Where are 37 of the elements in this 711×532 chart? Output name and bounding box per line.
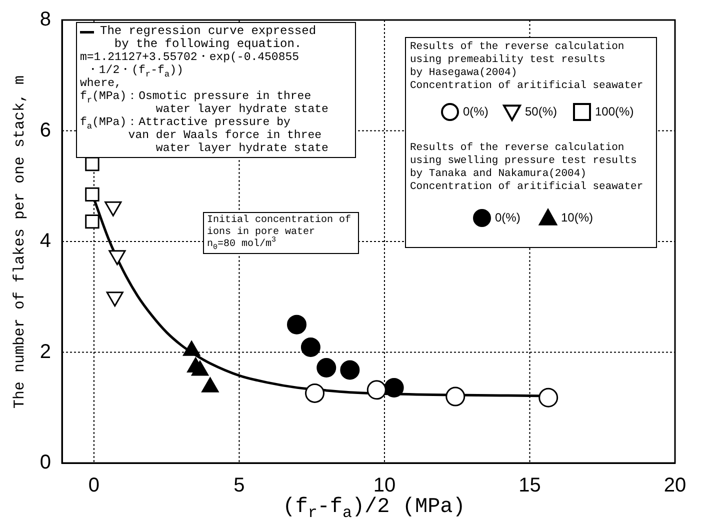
point bbox=[85, 214, 100, 229]
x-tick-label: 0 bbox=[88, 474, 100, 497]
legend-label: 0(%) bbox=[463, 104, 488, 118]
legend-label: 0(%) bbox=[495, 210, 520, 224]
y-tick-label: 4 bbox=[40, 230, 51, 252]
point bbox=[300, 338, 320, 358]
legend-label: 100(%) bbox=[595, 104, 634, 118]
x-tick-label: 5 bbox=[234, 474, 245, 497]
point bbox=[340, 360, 360, 380]
y-tick-label: 0 bbox=[40, 452, 51, 474]
annotation: Initial concentration of ions in pore water n$_{0}$=80 mol/m$^{3}$ bbox=[207, 215, 352, 252]
legend-label: 10(%) bbox=[561, 210, 594, 224]
point bbox=[305, 383, 325, 403]
legend-label: The regression curve expressed by the following equation. bbox=[100, 24, 316, 51]
x-tick-label: 15 bbox=[518, 474, 541, 497]
point bbox=[366, 380, 386, 400]
y-axis-title: The number of flakes per one stack, m bbox=[12, 74, 28, 408]
x-tick-label: 10 bbox=[373, 474, 396, 497]
note-box: Initial concentration of ions in pore water n$_{0}$=80 mol/m$^{3}$ bbox=[203, 212, 359, 254]
annotation: f$_{a}$(MPa)：Attractive pressure by van der Waals force in three water layer hydrate state bbox=[80, 116, 330, 155]
point bbox=[85, 187, 100, 202]
annotation: Results of the reverse calculation using premeability test results by Hasegawa(2004) Concentration of aritificial seawater bbox=[410, 41, 644, 93]
y-tick-label: 8 bbox=[40, 8, 51, 31]
legend-label: 50(%) bbox=[525, 104, 558, 118]
annotation: m=1.21127+3.55702・exp(-0.450855 ・1/2・(f$_{r}$-f$_{a}$)) bbox=[80, 51, 300, 80]
y-tick-label: 6 bbox=[40, 119, 51, 142]
point bbox=[384, 378, 404, 398]
annotation: where, bbox=[80, 77, 122, 90]
annotation: Results of the reverse calculation using swelling pressure test results by Tanaka and Nakamura(2004) Concentration of aritificial seawater bbox=[410, 142, 644, 194]
x-tick-label: 20 bbox=[664, 474, 686, 497]
point bbox=[538, 388, 558, 408]
point bbox=[316, 358, 336, 378]
x-axis-title: (f$_{r}$-f$_{a}$)/2 (MPa) bbox=[282, 496, 466, 522]
y-tick-label: 2 bbox=[40, 340, 51, 363]
point bbox=[446, 386, 466, 406]
point bbox=[286, 314, 306, 334]
point bbox=[85, 156, 100, 172]
